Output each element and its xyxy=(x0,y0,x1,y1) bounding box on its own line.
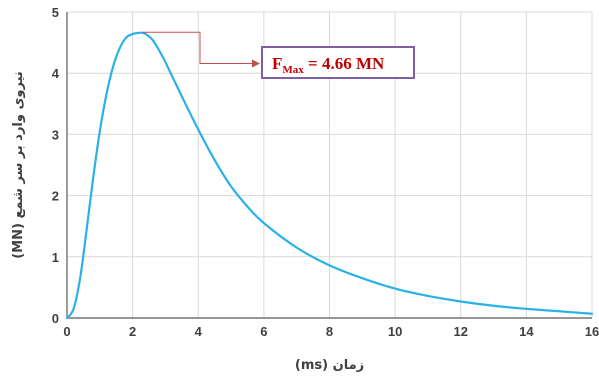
x-tick-label-7: 14 xyxy=(519,324,534,339)
series-line-0 xyxy=(65,31,594,320)
annotation-arrowhead-0 xyxy=(252,59,260,68)
y-tick-label-5: 5 xyxy=(52,5,59,20)
x-tick-label-6: 12 xyxy=(454,324,468,339)
y-tick-label-4: 4 xyxy=(52,66,60,81)
y-axis-title: نیروی وارد بر سر شمع (MN) xyxy=(11,71,26,259)
y-tick-label-0: 0 xyxy=(52,311,59,326)
annotation-leader-0 xyxy=(142,31,252,64)
x-tick-label-4: 8 xyxy=(326,324,333,339)
series-layer xyxy=(65,31,594,320)
axes xyxy=(66,12,592,319)
y-tick-label-3: 3 xyxy=(52,127,59,142)
x-tick-label-8: 16 xyxy=(585,324,599,339)
annotation-box-0 xyxy=(261,46,415,79)
annotation-label-0: FMax = 4.66 MN xyxy=(272,54,385,76)
x-tick-label-2: 4 xyxy=(195,324,203,339)
grid xyxy=(67,11,593,318)
x-tick-label-3: 6 xyxy=(260,324,267,339)
x-tick-label-5: 10 xyxy=(388,324,402,339)
x-axis-title: زمان (ms) xyxy=(295,358,364,373)
y-tick-label-2: 2 xyxy=(52,189,59,204)
y-tick-label-1: 1 xyxy=(52,250,59,265)
peak-annotation: FMax = 4.66 MN xyxy=(142,31,415,79)
x-tick-label-1: 2 xyxy=(129,324,136,339)
x-tick-label-0: 0 xyxy=(63,324,70,339)
